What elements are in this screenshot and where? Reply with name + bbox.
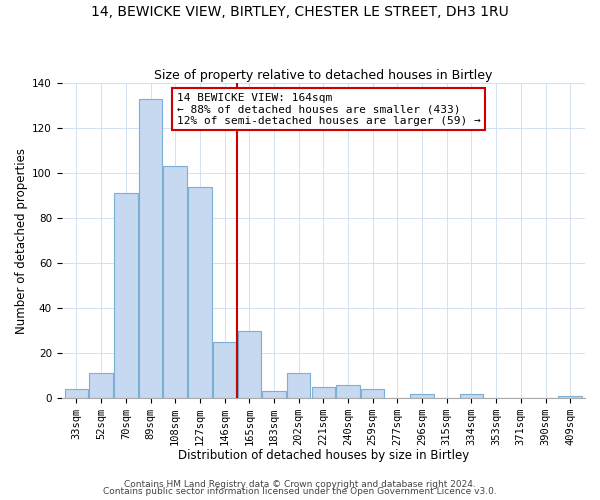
Bar <box>188 186 212 398</box>
Bar <box>163 166 187 398</box>
Text: 14, BEWICKE VIEW, BIRTLEY, CHESTER LE STREET, DH3 1RU: 14, BEWICKE VIEW, BIRTLEY, CHESTER LE ST… <box>91 5 509 19</box>
Title: Size of property relative to detached houses in Birtley: Size of property relative to detached ho… <box>154 69 493 82</box>
X-axis label: Distribution of detached houses by size in Birtley: Distribution of detached houses by size … <box>178 450 469 462</box>
Bar <box>287 374 310 398</box>
Text: 14 BEWICKE VIEW: 164sqm
← 88% of detached houses are smaller (433)
12% of semi-d: 14 BEWICKE VIEW: 164sqm ← 88% of detache… <box>177 92 481 126</box>
Bar <box>89 374 113 398</box>
Bar <box>559 396 582 398</box>
Bar <box>139 99 162 398</box>
Bar <box>361 389 385 398</box>
Bar <box>410 394 434 398</box>
Bar <box>311 387 335 398</box>
Bar <box>213 342 236 398</box>
Y-axis label: Number of detached properties: Number of detached properties <box>15 148 28 334</box>
Bar <box>238 330 261 398</box>
Bar <box>114 194 137 398</box>
Bar <box>262 392 286 398</box>
Text: Contains public sector information licensed under the Open Government Licence v3: Contains public sector information licen… <box>103 487 497 496</box>
Text: Contains HM Land Registry data © Crown copyright and database right 2024.: Contains HM Land Registry data © Crown c… <box>124 480 476 489</box>
Bar <box>460 394 483 398</box>
Bar <box>65 389 88 398</box>
Bar <box>336 384 360 398</box>
